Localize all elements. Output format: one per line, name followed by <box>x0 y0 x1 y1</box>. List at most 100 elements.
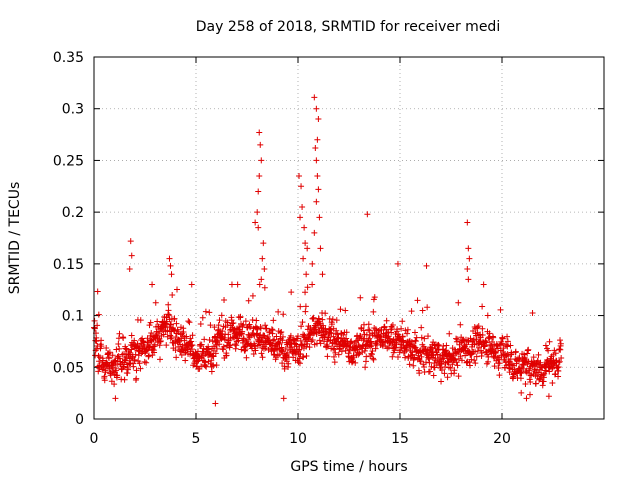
data-point <box>188 342 195 349</box>
data-point <box>496 372 503 379</box>
data-point <box>95 352 102 359</box>
data-point <box>141 358 148 365</box>
data-point <box>116 345 123 352</box>
data-point <box>497 306 504 313</box>
data-point <box>296 172 303 179</box>
data-point <box>394 260 401 267</box>
data-point <box>152 299 159 306</box>
data-point <box>499 335 506 342</box>
data-point <box>291 336 298 343</box>
data-point <box>516 354 523 361</box>
y-tick-label: 0.35 <box>53 50 84 66</box>
data-point <box>322 326 329 333</box>
data-point <box>397 341 404 348</box>
data-point <box>404 330 411 337</box>
data-point <box>542 342 549 349</box>
data-point <box>489 345 496 352</box>
data-point <box>208 357 215 364</box>
data-point <box>465 339 472 346</box>
data-point <box>517 375 524 382</box>
data-point <box>114 372 121 379</box>
data-point <box>146 322 153 329</box>
data-point <box>485 353 492 360</box>
data-point <box>529 310 536 317</box>
data-point <box>367 343 374 350</box>
data-point <box>546 368 553 375</box>
data-point <box>127 238 134 245</box>
data-point <box>498 340 505 347</box>
data-point <box>96 354 103 361</box>
data-point <box>526 376 533 383</box>
data-point <box>137 365 144 372</box>
data-point <box>206 337 213 344</box>
data-point <box>187 335 194 342</box>
data-point <box>440 355 447 362</box>
data-point <box>185 318 192 325</box>
data-point <box>397 346 404 353</box>
data-point <box>237 313 244 320</box>
data-point <box>412 337 419 344</box>
data-point <box>198 363 205 370</box>
data-point <box>256 172 263 179</box>
data-point <box>216 341 223 348</box>
data-point <box>484 312 491 319</box>
data-point <box>258 276 265 283</box>
data-point <box>438 358 445 365</box>
data-point <box>157 338 164 345</box>
data-point <box>282 346 289 353</box>
data-point <box>194 348 201 355</box>
data-point <box>328 321 335 328</box>
data-point <box>271 336 278 343</box>
y-tick-label: 0.1 <box>62 309 84 325</box>
data-point <box>410 362 417 369</box>
data-point <box>258 350 265 357</box>
data-point <box>113 346 120 353</box>
data-point <box>552 350 559 357</box>
data-point <box>277 329 284 336</box>
data-point <box>372 345 379 352</box>
data-point <box>468 356 475 363</box>
data-point <box>365 321 372 328</box>
data-point <box>428 363 435 370</box>
data-point <box>504 333 511 340</box>
data-point <box>443 342 450 349</box>
data-point <box>418 353 425 360</box>
data-point <box>257 325 264 332</box>
data-point <box>131 357 138 364</box>
data-point <box>220 346 227 353</box>
data-point <box>254 209 261 216</box>
data-point <box>228 281 235 288</box>
data-point <box>218 312 225 319</box>
data-point <box>212 400 219 407</box>
data-point <box>261 266 268 273</box>
data-point <box>297 214 304 221</box>
data-point <box>310 314 317 321</box>
data-point <box>297 350 304 357</box>
data-point <box>438 366 445 373</box>
x-tick-label: 0 <box>90 431 99 447</box>
data-point <box>93 345 100 352</box>
data-point <box>411 354 418 361</box>
data-point <box>411 329 418 336</box>
data-point <box>165 301 172 308</box>
data-point <box>335 334 342 341</box>
data-point <box>551 347 558 354</box>
data-point <box>240 336 247 343</box>
data-point <box>455 373 462 380</box>
data-point <box>357 294 364 301</box>
data-point <box>555 373 562 380</box>
data-point <box>444 374 451 381</box>
x-tick-label: 20 <box>493 431 511 447</box>
data-point <box>317 340 324 347</box>
data-point <box>425 333 432 340</box>
data-point <box>330 333 337 340</box>
data-point <box>311 229 318 236</box>
data-point <box>518 370 525 377</box>
data-point <box>189 332 196 339</box>
data-point <box>404 326 411 333</box>
data-point <box>329 316 336 323</box>
data-point <box>280 395 287 402</box>
data-point <box>312 145 319 152</box>
data-point <box>423 348 430 355</box>
